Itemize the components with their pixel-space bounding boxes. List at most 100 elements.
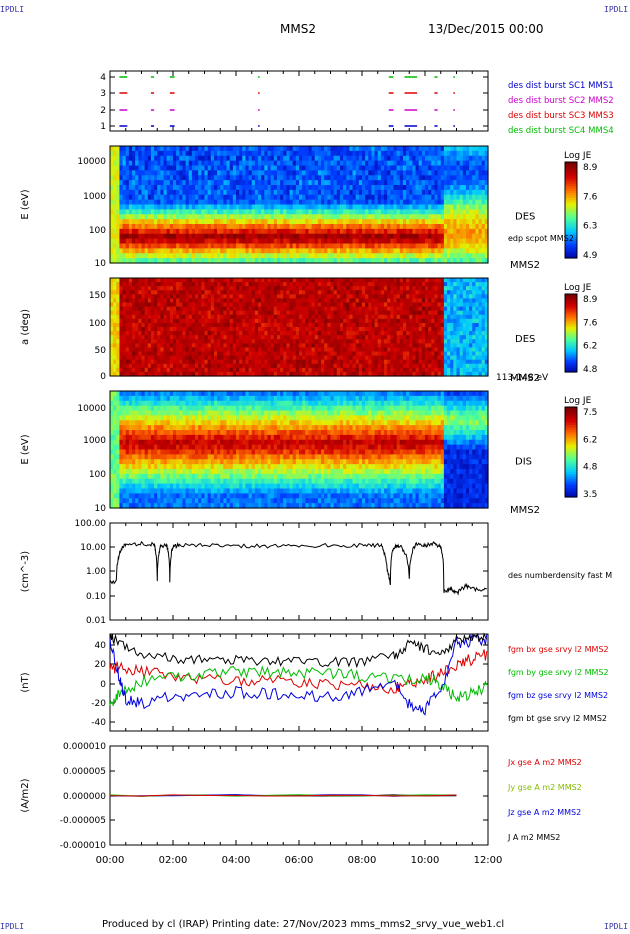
spectrogram-cell — [229, 233, 234, 240]
spectrogram-cell — [273, 180, 278, 186]
spectrogram-cell — [166, 310, 171, 316]
spectrogram-cell — [305, 294, 310, 300]
spectrogram-cell — [254, 146, 259, 152]
spectrogram-cell — [317, 359, 322, 365]
spectrogram-cell — [207, 367, 212, 373]
spectrogram-cell — [217, 351, 221, 357]
spectrogram-cell — [128, 367, 133, 373]
spectrogram-cell — [324, 180, 328, 186]
spectrogram-cell — [132, 228, 136, 235]
spectrogram-cell — [396, 224, 401, 230]
spectrogram-cell — [229, 165, 234, 171]
spectrogram-cell — [450, 160, 454, 167]
spectrogram-cell — [220, 238, 224, 245]
spectrogram-cell — [305, 219, 310, 225]
spectrogram-cell — [113, 150, 117, 157]
spectrogram-cell — [428, 175, 432, 181]
spectrogram-cell — [283, 355, 287, 361]
spectrogram-cell — [264, 310, 269, 316]
spectrogram-cell — [232, 290, 237, 295]
spectrogram-cell — [144, 189, 149, 196]
spectrogram-cell — [182, 359, 187, 365]
spectrogram-cell — [229, 199, 234, 206]
spectrogram-cell — [128, 286, 133, 291]
spectrogram-cell — [475, 175, 480, 181]
spectrogram-cell — [418, 219, 423, 225]
spectrogram-cell — [384, 219, 388, 225]
spectrogram-cell — [223, 228, 228, 235]
spectrogram-cell — [289, 233, 294, 240]
spectrogram-cell — [201, 228, 206, 235]
spectrogram-cell — [355, 170, 360, 176]
spectrogram-cell — [154, 278, 158, 283]
spectrogram-cell — [210, 233, 215, 240]
spectrogram-cell — [135, 318, 139, 324]
spectrogram-cell — [201, 331, 206, 336]
spectrogram-cell — [336, 199, 341, 206]
spectrogram-cell — [415, 253, 420, 259]
spectrogram-cell — [412, 204, 417, 210]
spectrogram-cell — [267, 290, 272, 295]
spectrogram-cell — [459, 185, 464, 191]
spectrogram-cell — [179, 209, 184, 215]
spectrogram-cell — [358, 185, 363, 191]
spectrogram-cell — [437, 160, 442, 167]
spectrogram-cell — [390, 238, 395, 245]
spectrogram-cell — [128, 199, 133, 206]
spectrogram-cell — [302, 243, 306, 249]
spectrogram-cell — [371, 233, 376, 240]
spectrogram-cell — [195, 306, 199, 312]
spectrogram-cell — [223, 214, 228, 220]
spectrogram-cell — [154, 214, 158, 220]
spectrogram-cell — [355, 155, 360, 162]
spectrogram-cell — [393, 258, 398, 264]
spectrogram-cell — [135, 278, 139, 283]
spectrogram-cell — [188, 306, 193, 312]
spectrogram-cell — [226, 302, 231, 308]
spectrogram-cell — [308, 302, 313, 308]
spectrogram-cell — [289, 214, 294, 220]
spectrogram-cell — [311, 302, 316, 308]
spectrogram-cell — [456, 185, 461, 191]
spectrogram-cell — [113, 160, 117, 167]
spectrogram-cell — [176, 367, 180, 373]
spectrogram-cell — [251, 359, 256, 365]
spectrogram-cell — [242, 253, 247, 259]
spectrogram-cell — [191, 248, 196, 254]
spectrogram-cell — [223, 180, 228, 186]
spectrogram-cell — [195, 363, 199, 369]
spectrogram-cell — [311, 155, 316, 162]
spectrogram-cell — [264, 335, 269, 340]
spectrogram-cell — [248, 351, 253, 357]
spectrogram-cell — [220, 327, 224, 332]
spectrogram-cell — [283, 306, 287, 312]
spectrogram-cell — [154, 155, 158, 162]
spectrogram-cell — [248, 194, 253, 201]
spectrogram-cell — [283, 224, 287, 230]
spectrogram-cell — [428, 233, 432, 240]
spectrogram-cell — [113, 343, 117, 349]
spectrogram-cell — [239, 219, 243, 225]
spectrogram-cell — [440, 175, 445, 181]
y-tick-label: 100.00 — [75, 519, 107, 529]
spectrogram-cell — [217, 194, 221, 201]
spectrogram-cell — [245, 224, 250, 230]
spectrogram-cell — [330, 243, 335, 249]
spectrogram-cell — [147, 294, 152, 300]
spectrogram-cell — [223, 339, 228, 344]
spectrogram-cell — [141, 278, 146, 283]
spectrogram-cell — [339, 204, 344, 210]
spectrogram-cell — [374, 155, 379, 162]
spectrogram-cell — [286, 302, 291, 308]
spectrogram-cell — [305, 290, 310, 295]
spectrogram-cell — [232, 322, 237, 328]
spectrogram-cell — [327, 199, 332, 206]
spectrogram-cell — [327, 224, 332, 230]
spectrogram-cell — [188, 238, 193, 245]
spectrogram-cell — [110, 306, 114, 312]
spectrogram-cell — [245, 306, 250, 312]
spectrogram-cell — [450, 209, 454, 215]
spectrogram-cell — [358, 219, 363, 225]
spectrogram-cell — [176, 146, 180, 152]
spectrogram-cell — [173, 248, 177, 254]
